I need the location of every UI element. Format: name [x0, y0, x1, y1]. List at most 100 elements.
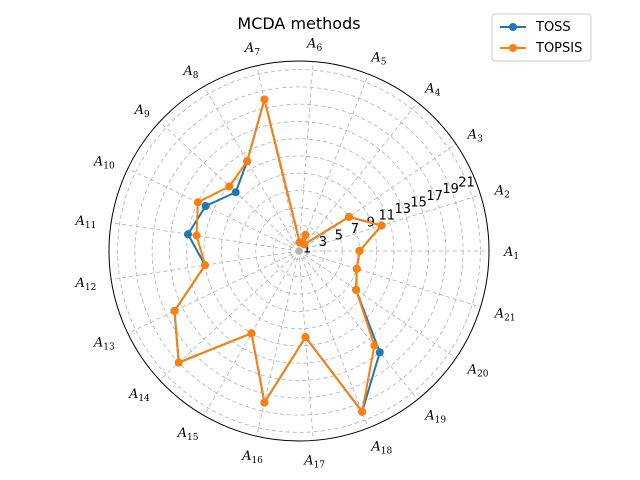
point-topsis-3	[344, 212, 353, 221]
category-label-18: A18	[370, 440, 392, 457]
category-letter: A	[244, 41, 254, 56]
point-topsis-6	[295, 238, 304, 247]
category-subscript: 8	[193, 71, 199, 81]
category-letter: A	[494, 307, 504, 322]
legend-marker-topsis	[509, 44, 517, 52]
category-subscript: 21	[504, 314, 515, 324]
category-letter: A	[134, 103, 144, 118]
category-letter: A	[128, 387, 138, 402]
point-topsis-5	[301, 230, 310, 239]
category-letter: A	[306, 37, 316, 52]
category-label-15: A15	[177, 426, 199, 443]
r-tick-label-13: 13	[394, 202, 411, 217]
grid-spoke-10	[127, 168, 300, 252]
r-tick-label-7: 7	[351, 222, 359, 237]
polar-grid	[108, 60, 490, 442]
series-line-toss	[173, 98, 383, 413]
r-tick-label-17: 17	[426, 189, 443, 204]
category-label-4: A4	[424, 82, 440, 99]
grid-ring-11	[117, 69, 481, 433]
legend-marker-toss	[509, 23, 517, 31]
category-label-14: A14	[128, 387, 150, 404]
grid-spoke-21	[298, 250, 481, 308]
category-letter: A	[182, 64, 192, 79]
point-topsis-1	[355, 247, 364, 255]
category-subscript: 15	[187, 433, 199, 443]
category-subscript: 19	[435, 415, 447, 425]
grid-spoke-3	[298, 143, 457, 252]
category-label-10: A10	[93, 154, 115, 171]
category-subscript: 11	[85, 221, 96, 231]
category-letter: A	[467, 127, 477, 142]
grid-spoke-14	[159, 250, 300, 381]
point-toss-10	[201, 202, 210, 211]
point-topsis-21	[352, 264, 361, 273]
category-letter: A	[241, 449, 251, 464]
category-label-20: A20	[467, 363, 489, 380]
point-topsis-16	[260, 398, 269, 407]
category-subscript: 16	[251, 456, 263, 466]
category-label-16: A16	[241, 449, 263, 466]
category-letter: A	[93, 154, 103, 169]
radial-tick-labels: 1 3 5 7 9 11 13 15 17 19 21	[303, 176, 475, 257]
r-tick-label-1: 1	[303, 242, 311, 257]
point-topsis-20	[352, 285, 361, 294]
grid-spoke-8	[203, 86, 300, 252]
point-topsis-7	[260, 95, 269, 104]
category-letter: A	[303, 453, 313, 468]
point-topsis-10	[193, 198, 202, 207]
grid-spoke-7	[256, 65, 300, 252]
category-label-11: A11	[74, 214, 96, 231]
point-topsis-13	[170, 306, 179, 315]
category-subscript: 6	[316, 44, 322, 54]
point-topsis-19	[370, 341, 379, 350]
grid-spoke-19	[298, 250, 418, 400]
category-label-12: A12	[74, 276, 96, 293]
point-topsis-15	[247, 329, 256, 338]
category-label-17: A17	[303, 453, 325, 470]
category-letter: A	[503, 245, 513, 260]
polar-frame	[108, 60, 490, 442]
grid-spoke-2	[298, 194, 481, 252]
point-topsis-11	[192, 231, 201, 240]
category-subscript: 1	[513, 252, 519, 262]
category-subscript: 14	[138, 394, 150, 404]
category-subscript: 13	[103, 343, 115, 353]
r-tick-label-15: 15	[410, 195, 427, 210]
category-label-5: A5	[370, 50, 386, 67]
grid-spoke-17	[298, 250, 314, 441]
r-tick-label-19: 19	[442, 182, 459, 197]
grid-spoke-16	[256, 250, 300, 437]
category-label-2: A2	[494, 183, 510, 200]
category-label-3: A3	[467, 127, 483, 144]
category-subscript: 3	[477, 134, 483, 144]
category-letter: A	[74, 276, 84, 291]
point-topsis-9	[225, 182, 234, 191]
category-subscript: 5	[381, 57, 387, 67]
category-letter: A	[177, 426, 187, 441]
series-line-topsis	[173, 98, 383, 413]
category-letter: A	[424, 82, 434, 97]
point-topsis-8	[243, 157, 252, 166]
r-tick-label-21: 21	[458, 176, 475, 191]
point-toss-11	[183, 230, 192, 239]
point-topsis-14	[174, 358, 183, 367]
category-label-6: A6	[306, 37, 322, 54]
chart-title: MCDA methods	[237, 14, 360, 33]
category-label-21: A21	[494, 307, 516, 324]
grid-spoke-13	[127, 250, 300, 334]
grid-spoke-6	[298, 61, 314, 252]
category-letter: A	[93, 336, 103, 351]
series-layer	[170, 95, 386, 416]
category-label-1: A1	[503, 245, 519, 262]
legend-label-toss: TOSS	[535, 20, 571, 35]
category-subscript: 10	[103, 161, 115, 171]
category-label-13: A13	[93, 336, 115, 353]
category-label-19: A19	[424, 408, 446, 425]
category-subscript: 20	[477, 370, 489, 380]
category-label-7: A7	[244, 41, 260, 58]
category-subscript: 18	[381, 447, 393, 457]
r-tick-label-3: 3	[319, 235, 327, 250]
grid-spoke-11	[111, 222, 300, 252]
